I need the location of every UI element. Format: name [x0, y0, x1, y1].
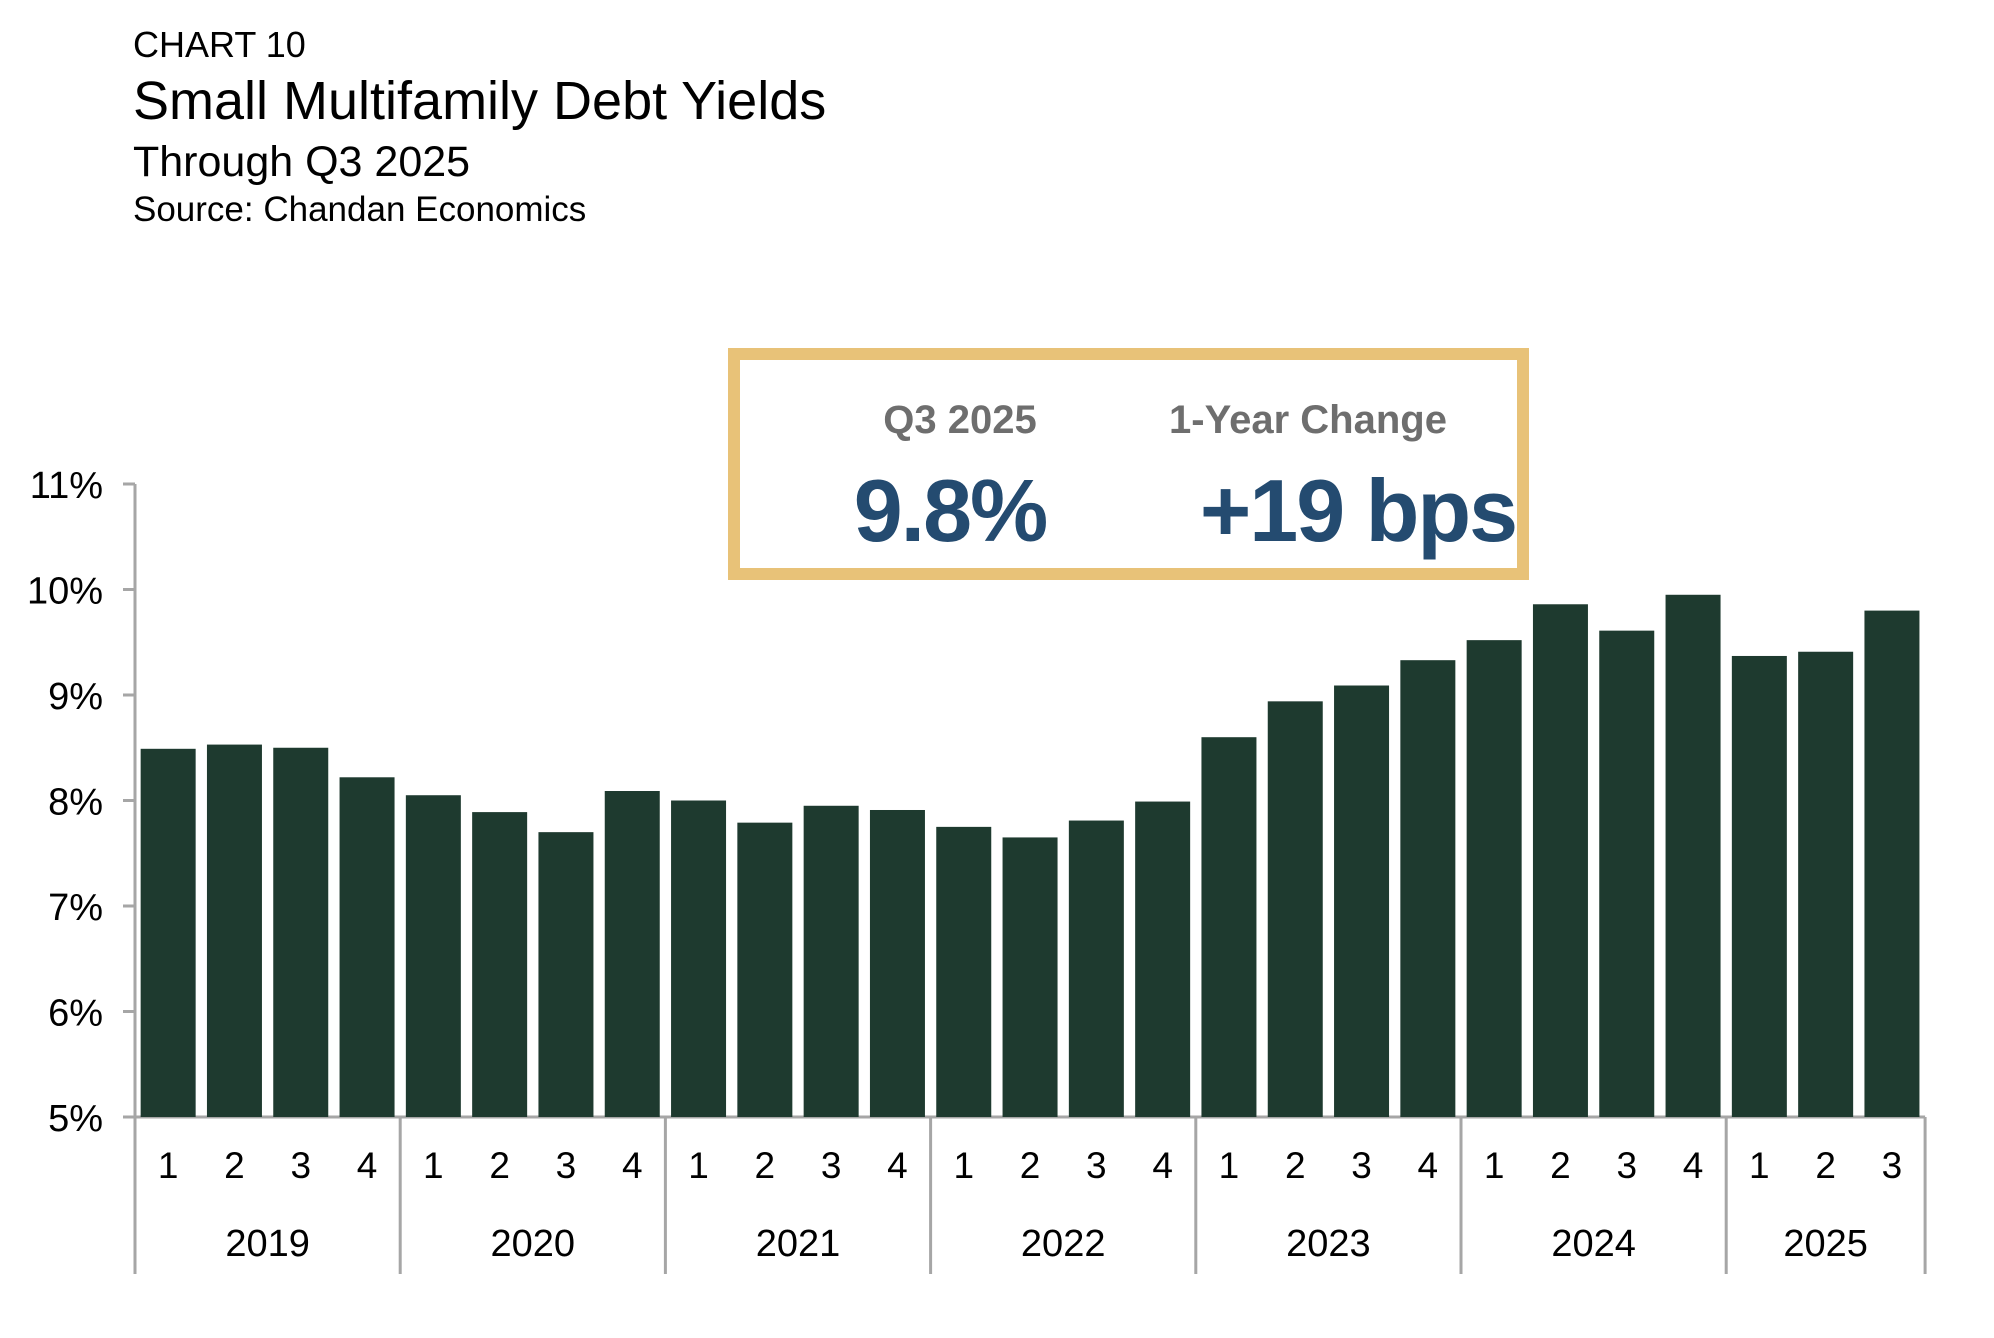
- callout-change-value: +19 bps: [1199, 461, 1518, 560]
- year-tick-label: 2021: [756, 1223, 841, 1265]
- quarter-tick-label: 2: [489, 1145, 510, 1186]
- quarter-tick-label: 1: [688, 1145, 709, 1186]
- quarter-tick-label: 4: [1152, 1145, 1173, 1186]
- bar: [1864, 610, 1920, 1117]
- chart-source: Source: Chandan Economics: [133, 190, 587, 229]
- bar: [1267, 701, 1323, 1117]
- quarter-tick-label: 1: [953, 1145, 974, 1186]
- callout-change-label: 1-Year Change: [1169, 398, 1447, 442]
- quarter-tick-label: 3: [821, 1145, 842, 1186]
- y-tick-label: 5%: [48, 1098, 103, 1140]
- quarter-tick-label: 2: [224, 1145, 245, 1186]
- y-tick-label: 10%: [27, 571, 103, 613]
- quarter-tick-label: 1: [1484, 1145, 1505, 1186]
- chart-subtitle: Through Q3 2025: [133, 138, 471, 186]
- quarter-tick-label: 1: [1749, 1145, 1770, 1186]
- y-tick-label: 7%: [48, 887, 103, 929]
- quarter-tick-label: 4: [357, 1145, 378, 1186]
- quarter-tick-label: 2: [1285, 1145, 1306, 1186]
- year-tick-label: 2023: [1286, 1223, 1371, 1265]
- bar: [1334, 685, 1390, 1117]
- bar: [472, 812, 528, 1117]
- callout-quarter-value: 9.8%: [853, 461, 1049, 560]
- year-tick-label: 2020: [491, 1223, 576, 1265]
- bar: [1466, 640, 1522, 1117]
- quarter-tick-label: 1: [158, 1145, 179, 1186]
- bar: [1201, 737, 1257, 1117]
- bar: [273, 747, 329, 1117]
- bar: [206, 744, 262, 1117]
- bar: [1599, 630, 1655, 1117]
- bar: [405, 795, 461, 1117]
- bar: [737, 822, 793, 1117]
- summary-callout: Q3 2025 9.8% 1-Year Change +19 bps: [728, 348, 1529, 580]
- bar: [339, 777, 395, 1117]
- bar: [140, 748, 196, 1117]
- quarter-tick-label: 2: [1020, 1145, 1041, 1186]
- bar: [1532, 604, 1588, 1117]
- quarter-tick-label: 4: [622, 1145, 643, 1186]
- y-tick-label: 8%: [48, 782, 103, 824]
- quarter-tick-label: 2: [755, 1145, 776, 1186]
- bar: [936, 826, 992, 1117]
- quarter-tick-label: 3: [1616, 1145, 1637, 1186]
- quarter-tick-label: 1: [1219, 1145, 1240, 1186]
- y-tick-label: 6%: [48, 993, 103, 1035]
- y-tick-label: 11%: [30, 465, 103, 507]
- quarter-tick-label: 3: [556, 1145, 577, 1186]
- bar: [604, 791, 660, 1117]
- chart-label: CHART 10: [133, 24, 306, 65]
- quarter-tick-label: 4: [1418, 1145, 1439, 1186]
- quarter-tick-label: 3: [1086, 1145, 1107, 1186]
- quarter-tick-label: 4: [1683, 1145, 1704, 1186]
- quarter-tick-label: 3: [290, 1145, 311, 1186]
- bar: [1731, 655, 1787, 1117]
- chart-title: Small Multifamily Debt Yields: [133, 71, 827, 131]
- quarter-tick-label: 2: [1550, 1145, 1571, 1186]
- quarter-tick-label: 3: [1882, 1145, 1903, 1186]
- bar: [1068, 820, 1124, 1117]
- year-tick-label: 2022: [1021, 1223, 1106, 1265]
- callout-quarter-label: Q3 2025: [883, 398, 1037, 442]
- quarter-tick-label: 4: [887, 1145, 908, 1186]
- quarter-tick-label: 2: [1815, 1145, 1836, 1186]
- year-tick-label: 2024: [1551, 1223, 1636, 1265]
- quarter-tick-label: 3: [1351, 1145, 1372, 1186]
- bar: [803, 805, 859, 1117]
- bar: [1798, 651, 1854, 1117]
- bar: [1400, 660, 1456, 1117]
- bar: [1665, 594, 1721, 1117]
- bar: [869, 809, 925, 1117]
- bar: [1002, 837, 1058, 1117]
- bar: [671, 800, 727, 1117]
- year-tick-label: 2025: [1783, 1223, 1868, 1265]
- quarter-tick-label: 1: [423, 1145, 444, 1186]
- bar: [1135, 801, 1191, 1117]
- bar: [538, 832, 594, 1117]
- y-tick-label: 9%: [48, 676, 103, 718]
- year-tick-label: 2019: [225, 1223, 310, 1265]
